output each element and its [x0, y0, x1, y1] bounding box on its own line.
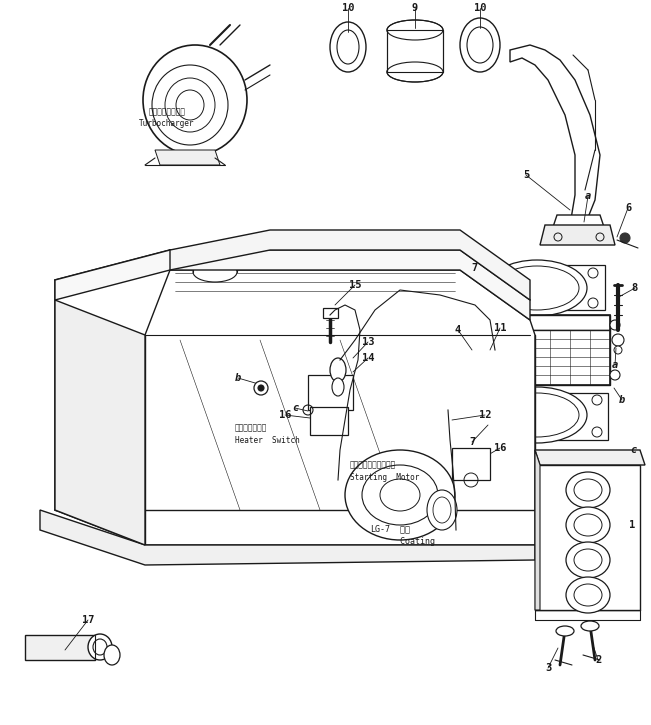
Text: a: a — [612, 360, 618, 370]
Bar — [470, 330, 610, 385]
Text: 10: 10 — [474, 3, 486, 13]
Text: 8: 8 — [632, 283, 638, 293]
Ellipse shape — [332, 378, 344, 396]
Polygon shape — [535, 450, 540, 610]
Ellipse shape — [581, 621, 599, 631]
Ellipse shape — [487, 387, 587, 443]
Bar — [387, 30, 443, 72]
Ellipse shape — [460, 18, 500, 72]
Text: 14: 14 — [362, 353, 374, 363]
Text: b: b — [235, 373, 241, 383]
Ellipse shape — [104, 645, 120, 665]
Text: c: c — [630, 445, 636, 455]
Text: 16: 16 — [279, 410, 291, 420]
Text: ヒータスイッチ: ヒータスイッチ — [235, 423, 268, 433]
Text: 2: 2 — [595, 655, 601, 665]
Ellipse shape — [345, 450, 455, 540]
Text: Coating: Coating — [390, 537, 435, 547]
Polygon shape — [535, 465, 640, 610]
Text: 17: 17 — [82, 615, 94, 625]
Circle shape — [460, 370, 470, 380]
Ellipse shape — [362, 465, 438, 525]
Circle shape — [620, 233, 630, 243]
Text: LG-7: LG-7 — [370, 526, 390, 534]
Text: Turbocharger: Turbocharger — [139, 118, 195, 128]
Text: 4: 4 — [455, 325, 461, 335]
Polygon shape — [145, 270, 535, 545]
Polygon shape — [535, 450, 645, 465]
Text: b: b — [619, 395, 625, 405]
Ellipse shape — [63, 420, 133, 500]
Text: 7: 7 — [469, 437, 475, 447]
Circle shape — [610, 320, 620, 330]
Text: ターボチャージャ: ターボチャージャ — [148, 107, 186, 117]
Circle shape — [610, 370, 620, 380]
Polygon shape — [55, 250, 530, 320]
Ellipse shape — [566, 507, 610, 543]
Text: 13: 13 — [362, 337, 374, 347]
Ellipse shape — [330, 22, 366, 72]
Ellipse shape — [427, 490, 457, 530]
Ellipse shape — [556, 626, 574, 636]
Text: Starting  Motor: Starting Motor — [350, 473, 419, 481]
Polygon shape — [470, 265, 605, 310]
Text: 10: 10 — [342, 3, 354, 13]
Ellipse shape — [193, 262, 237, 282]
Polygon shape — [170, 230, 530, 300]
Text: 1: 1 — [629, 520, 635, 530]
Bar — [308, 375, 353, 410]
Ellipse shape — [487, 260, 587, 316]
Text: 16: 16 — [493, 443, 506, 453]
Bar — [470, 315, 610, 385]
Ellipse shape — [566, 472, 610, 508]
Text: Heater  Switch: Heater Switch — [235, 436, 299, 444]
Polygon shape — [552, 215, 605, 230]
Polygon shape — [510, 45, 600, 225]
Polygon shape — [465, 393, 608, 440]
Text: スターティングモータ: スターティングモータ — [350, 460, 396, 470]
Ellipse shape — [380, 479, 420, 511]
Ellipse shape — [387, 20, 443, 40]
Text: 7: 7 — [472, 263, 478, 273]
Bar — [310, 407, 348, 435]
Circle shape — [460, 320, 470, 330]
Text: 12: 12 — [478, 410, 492, 420]
Ellipse shape — [566, 542, 610, 578]
Polygon shape — [25, 635, 95, 660]
Text: 塗布: 塗布 — [390, 526, 410, 534]
Ellipse shape — [193, 252, 237, 272]
Circle shape — [254, 381, 268, 395]
Circle shape — [614, 346, 622, 354]
Text: 15: 15 — [349, 280, 361, 290]
Text: 3: 3 — [545, 663, 551, 673]
Polygon shape — [540, 225, 615, 245]
Text: 9: 9 — [412, 3, 418, 13]
Ellipse shape — [93, 639, 107, 655]
Text: a: a — [585, 191, 591, 201]
Bar — [323, 308, 338, 318]
Text: 6: 6 — [625, 203, 631, 213]
Text: 11: 11 — [493, 323, 506, 333]
Text: c: c — [292, 403, 298, 413]
Ellipse shape — [330, 358, 346, 382]
Polygon shape — [470, 315, 610, 330]
Ellipse shape — [88, 634, 112, 660]
Polygon shape — [40, 510, 535, 565]
Circle shape — [258, 385, 264, 391]
Circle shape — [612, 334, 624, 346]
Polygon shape — [55, 300, 145, 545]
Ellipse shape — [70, 338, 126, 402]
Ellipse shape — [143, 45, 247, 155]
Polygon shape — [155, 150, 220, 165]
Ellipse shape — [566, 577, 610, 613]
Text: 5: 5 — [523, 170, 529, 180]
Bar — [452, 448, 490, 480]
Ellipse shape — [387, 62, 443, 82]
